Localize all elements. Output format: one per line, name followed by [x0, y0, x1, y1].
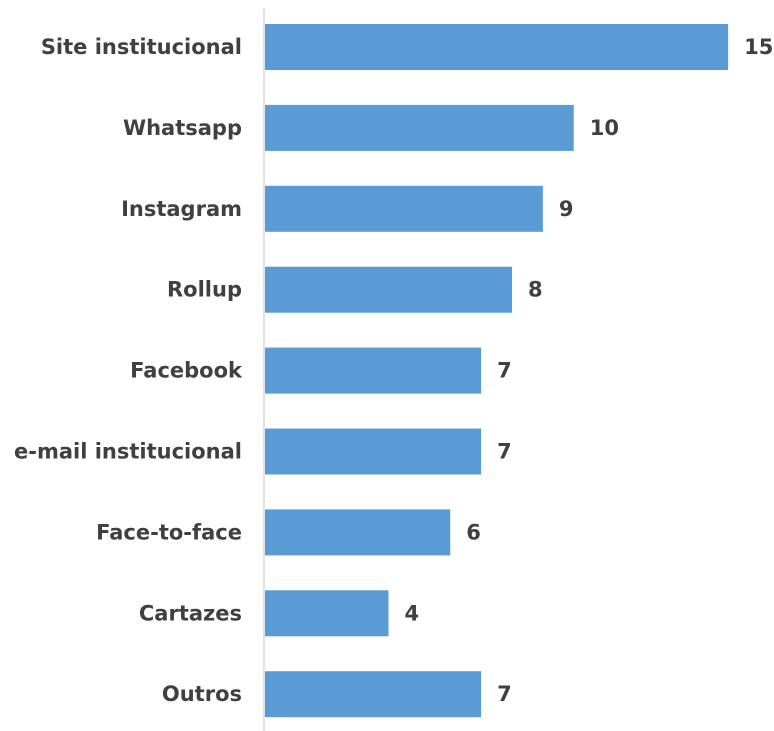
bar-7: [265, 590, 389, 637]
bar-0: [265, 24, 729, 70]
category-labels-group: Site institucional Whatsapp Instagram Rollu…: [14, 35, 243, 706]
data-label-7: 4: [405, 601, 420, 625]
data-label-4: 7: [497, 359, 512, 383]
data-label-3: 8: [528, 278, 543, 302]
bar-6: [265, 509, 451, 556]
category-label-2: Instagram: [121, 197, 242, 221]
data-label-5: 7: [497, 440, 512, 464]
category-label-4: Facebook: [130, 359, 243, 383]
category-label-1: Whatsapp: [123, 116, 242, 140]
bar-2: [265, 185, 543, 232]
bar-3: [265, 266, 512, 313]
bars-group: [265, 24, 729, 718]
data-label-6: 6: [466, 520, 481, 544]
data-labels-group: 15 10 9 8 7 7 6 4 7: [405, 35, 774, 706]
category-label-8: Outros: [162, 682, 242, 706]
data-label-1: 10: [590, 116, 619, 140]
category-label-6: Face-to-face: [96, 520, 242, 544]
bar-4: [265, 347, 482, 394]
category-label-7: Cartazes: [139, 601, 242, 625]
category-label-5: e-mail institucional: [14, 440, 242, 464]
category-label-0: Site institucional: [41, 35, 242, 59]
bar-1: [265, 104, 574, 151]
bar-8: [265, 671, 482, 718]
category-label-3: Rollup: [167, 278, 242, 302]
data-label-8: 7: [497, 682, 512, 706]
bar-5: [265, 428, 482, 475]
data-label-0: 15: [744, 35, 773, 59]
data-label-2: 9: [559, 197, 574, 221]
